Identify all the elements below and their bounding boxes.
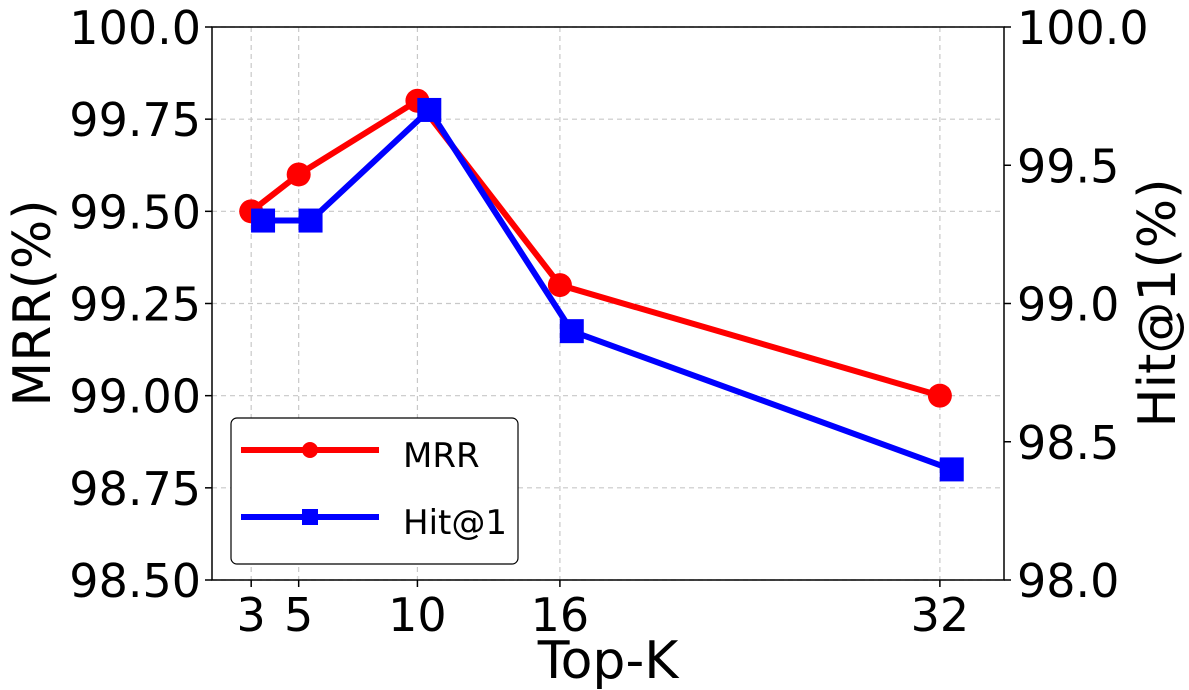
legend: MRR Hit@1 — [230, 417, 519, 565]
right-y-tick-label: 99.0 — [1017, 278, 1119, 332]
left-y-tick-label: 99.00 — [69, 370, 201, 424]
series-line-hit1 — [263, 106, 953, 473]
data-point-hit1 — [298, 208, 323, 233]
legend-box — [230, 417, 519, 565]
legend-hit1-label: Hit@1 — [403, 503, 507, 543]
data-point-hit1 — [559, 319, 584, 344]
data-point-hit1 — [417, 97, 442, 122]
data-point-mrr — [286, 162, 311, 187]
series-line-mrr — [249, 97, 941, 399]
left-y-tick-label: 99.25 — [69, 278, 201, 332]
x-tick-label: 10 — [388, 588, 447, 642]
series-layer — [239, 88, 964, 482]
right-y-tick-label: 98.5 — [1017, 416, 1119, 470]
left-axis-title: MRR(%) — [3, 199, 63, 406]
right-y-tick-label: 99.5 — [1017, 139, 1119, 193]
left-y-tick-label: 98.50 — [69, 554, 201, 608]
left-y-tick-label: 99.75 — [69, 93, 201, 147]
data-point-hit1 — [251, 208, 276, 233]
right-y-tick-label: 98.0 — [1017, 554, 1119, 608]
data-point-mrr — [547, 273, 572, 298]
x-tick-label: 5 — [284, 588, 313, 642]
right-axis-title: Hit@1(%) — [1128, 178, 1188, 427]
left-y-tick-label: 100.0 — [69, 1, 201, 55]
legend-mrr-label: MRR — [403, 436, 480, 476]
x-tick-label: 3 — [237, 588, 266, 642]
data-point-mrr — [927, 383, 952, 408]
x-tick-label: 16 — [531, 588, 590, 642]
left-y-tick-label: 99.50 — [69, 185, 201, 239]
legend-mrr-marker — [302, 442, 318, 458]
ticks-layer: 3 5 10 16 32 98.50 98.75 99.00 99.25 99.50 99.75 10… — [69, 1, 1148, 642]
x-tick-label: 32 — [911, 588, 970, 642]
right-y-tick-label: 100.0 — [1017, 1, 1149, 55]
legend-hit1-marker — [302, 509, 318, 525]
left-y-tick-label: 98.75 — [69, 462, 201, 516]
x-axis-title: Top-K — [537, 631, 681, 690]
data-point-hit1 — [939, 457, 964, 482]
